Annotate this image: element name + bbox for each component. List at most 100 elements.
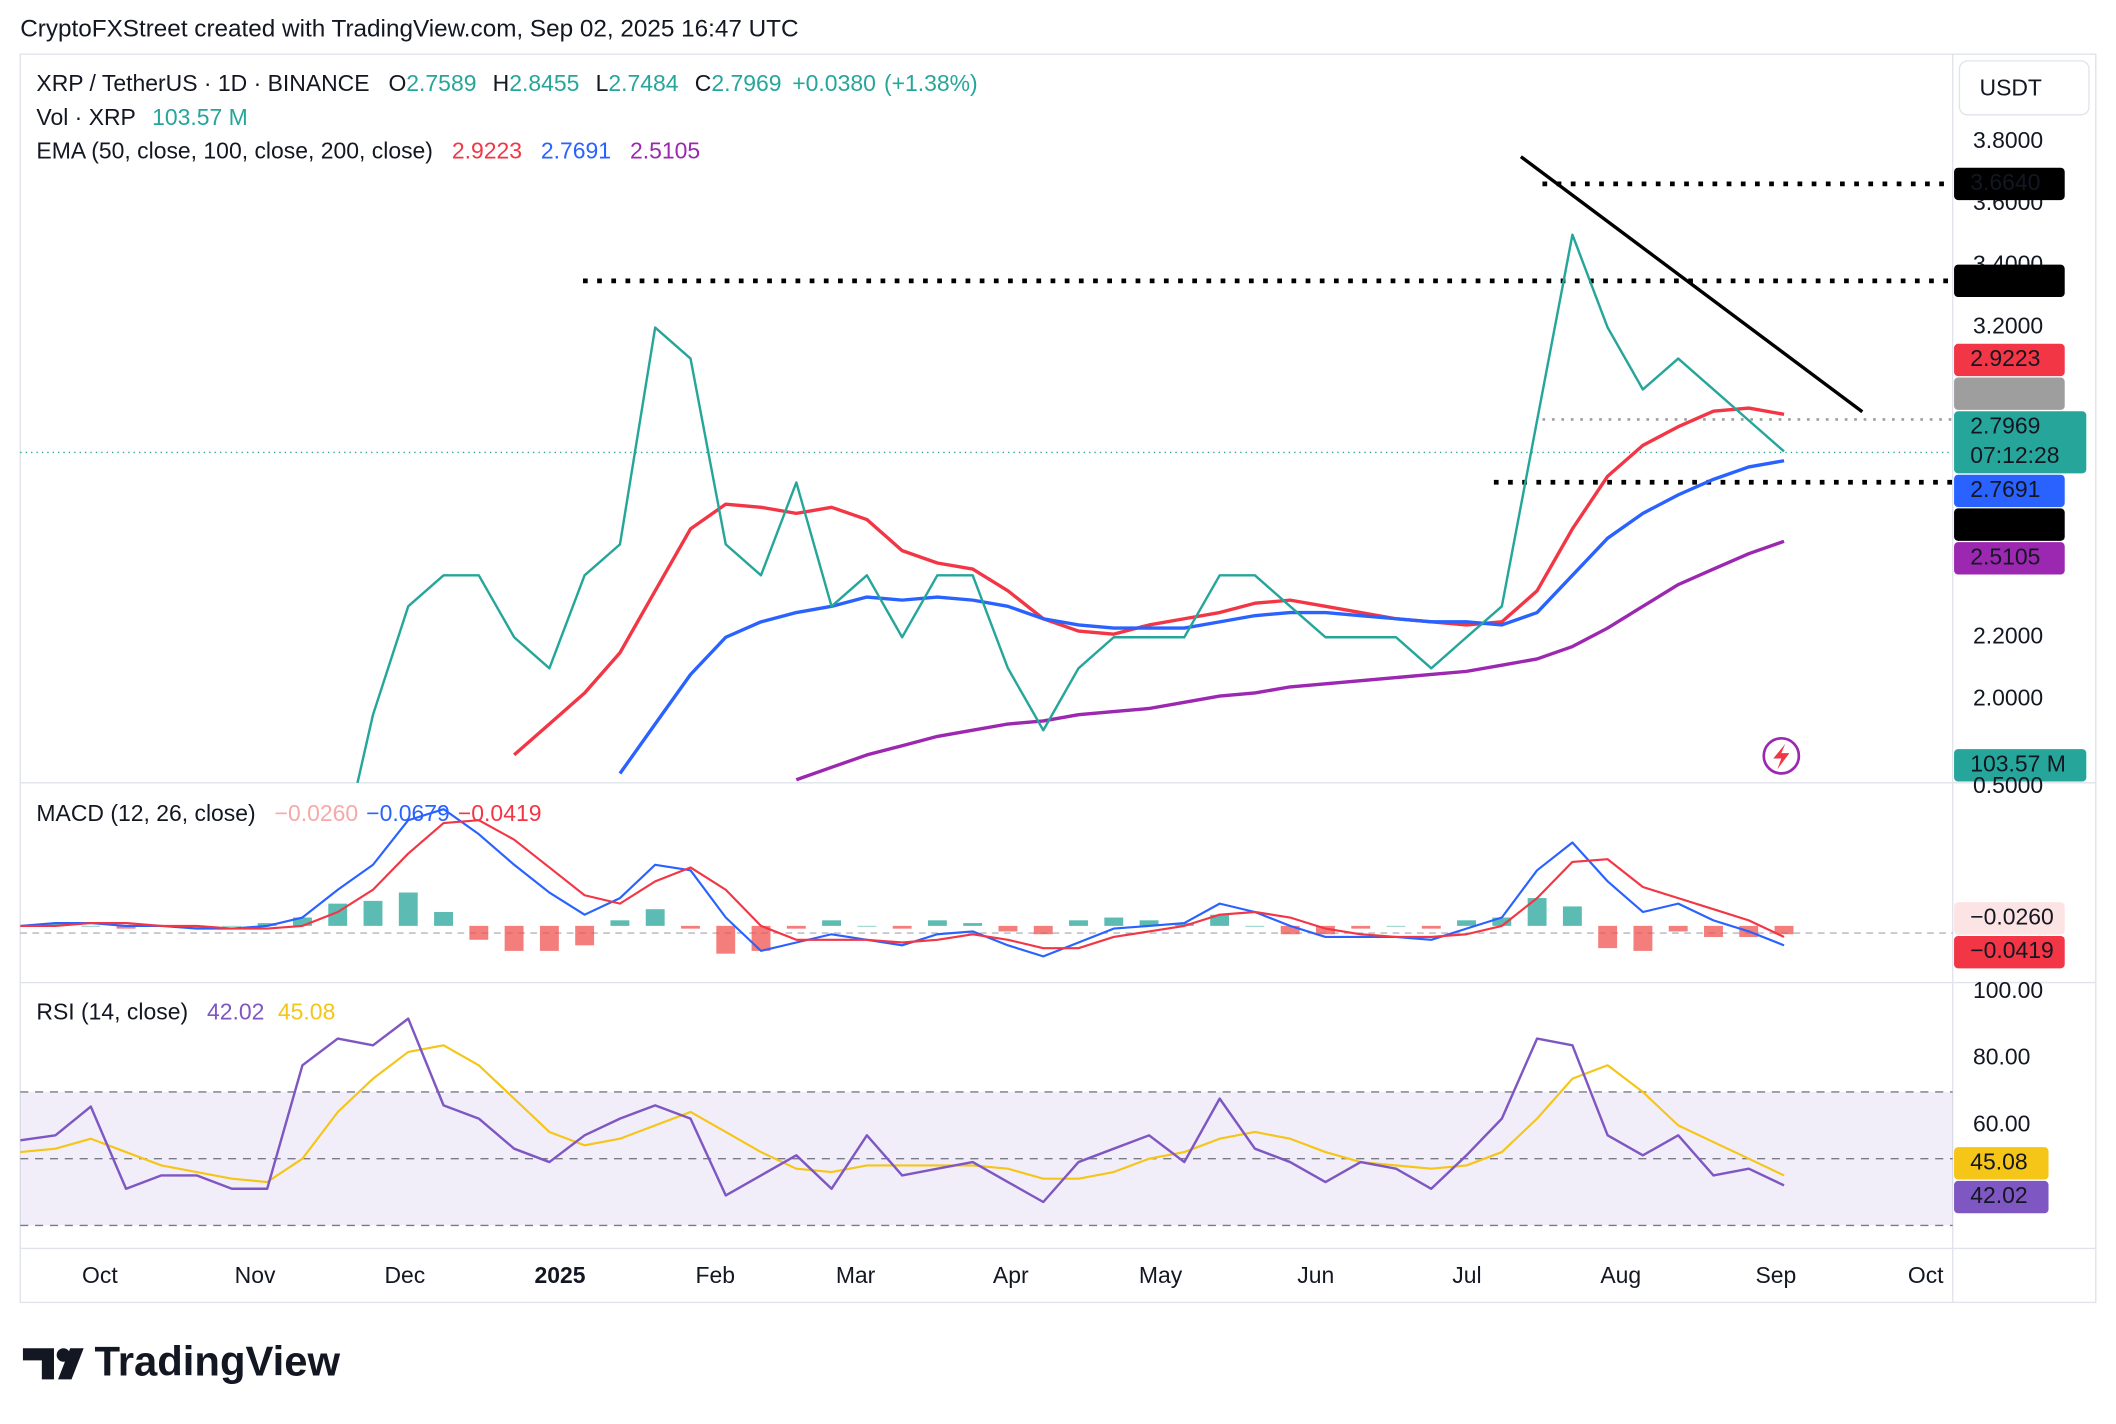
macd-histogram-bar (1104, 917, 1124, 926)
ema-value: 2.7691 (541, 138, 611, 164)
price-label: 42.02 (1970, 1182, 2027, 1208)
rsi-ma-line (20, 1044, 1785, 1184)
x-tick-label: Jun (1297, 1262, 1334, 1288)
quote-value: 2.7484 (608, 70, 678, 96)
rsi-line (20, 1017, 1785, 1204)
macd-histogram-bar (1562, 906, 1582, 926)
price-label-box (1954, 508, 2065, 541)
macd-histogram-bar (222, 925, 242, 927)
quote-label: O (388, 70, 406, 96)
y-tick-label: 3.8000 (1973, 127, 2043, 153)
price-label: 2.7969 (1970, 413, 2040, 439)
quote-value: 2.7589 (406, 70, 476, 96)
price-label: 2.9223 (1970, 345, 2040, 371)
rsi-ma-value: 45.08 (278, 999, 335, 1025)
macd-histogram-bar (257, 923, 277, 926)
y-tick-label: 100.00 (1973, 977, 2043, 1003)
macd-histogram-bar (610, 920, 630, 926)
chart-frame (19, 53, 2097, 1304)
volume-title: Vol · XRP (36, 104, 135, 130)
brand-logo (22, 1348, 84, 1380)
y-tick-label: 2.2000 (1973, 622, 2043, 648)
macd-histogram-bar (1774, 925, 1794, 935)
macd-histogram-bar (786, 925, 806, 929)
x-tick-label: 2025 (535, 1262, 586, 1288)
lightning-icon[interactable] (1762, 736, 1801, 775)
macd-histogram-bar (716, 925, 736, 954)
price-label-box (1954, 343, 2065, 377)
x-tick-label: Oct (82, 1262, 118, 1288)
price-label: −0.0260 (1970, 904, 2054, 930)
price-label-box (1954, 1180, 2049, 1214)
y-tick-label: 2.0000 (1973, 684, 2043, 710)
x-tick-label: Jul (1452, 1262, 1481, 1288)
legend: Vol · XRP 103.57 M (36, 104, 247, 130)
price-label-box (1954, 411, 2087, 474)
price-label-box (1954, 902, 2065, 935)
price-label: −0.0419 (1970, 937, 2054, 963)
y-tick-label: 80.00 (1973, 1044, 2030, 1070)
x-tick-label: Aug (1600, 1262, 1641, 1288)
y-tick-label: 0.5000 (1973, 772, 2043, 798)
macd-histogram-bar (1492, 917, 1512, 926)
macd-histogram-bar (293, 917, 312, 926)
macd-histogram-bar (469, 925, 489, 940)
price-label-box (1954, 542, 2065, 575)
volume-value: 103.57 M (152, 104, 248, 130)
x-tick-label: Nov (235, 1262, 276, 1288)
macd-histogram-bar (1704, 925, 1723, 937)
price-label-box (1954, 264, 2065, 298)
price-label: 45.08 (1970, 1148, 2027, 1174)
ema-value: 2.9223 (452, 138, 522, 164)
price-label-box (1954, 935, 2065, 969)
legend: MACD (12, 26, close) −0.0260 −0.0679 −0.041… (36, 800, 541, 826)
x-tick-label: Dec (384, 1262, 425, 1288)
legend: XRP / TetherUS · 1D · BINANCE O2.7589 H2.8… (36, 70, 977, 96)
price-label-box (1954, 377, 2065, 410)
x-tick-label: Mar (836, 1262, 876, 1288)
ema-value: 2.5105 (630, 138, 700, 164)
macd-histogram-bar (434, 911, 453, 926)
macd-histogram-bar (822, 920, 842, 926)
y-tick-label: 3.2000 (1973, 313, 2043, 339)
macd-histogram-bar (963, 923, 983, 926)
macd-histogram-bar (1633, 925, 1653, 951)
macd-histogram-bar (363, 900, 383, 926)
macd-histogram-bar (892, 925, 912, 929)
price-label-box (1954, 474, 2065, 508)
macd-histogram-bar (1033, 925, 1053, 935)
macd-histogram-bar (1139, 920, 1159, 926)
macd-histogram-bar (1210, 914, 1230, 926)
macd-histogram-bar (645, 909, 665, 926)
macd-histogram-bar (751, 925, 771, 951)
price-label-box (1954, 167, 2065, 201)
macd-histogram-bar (1280, 925, 1300, 935)
signal-value: −0.0419 (458, 800, 542, 826)
macd-histogram-bar (1245, 925, 1265, 927)
quote-label: C (695, 70, 712, 96)
quote-value: 2.7969 (711, 70, 781, 96)
currency-button[interactable] (1958, 60, 2090, 116)
currency: USDT (1980, 74, 2042, 100)
macd-histogram-bar (398, 892, 418, 926)
macd-histogram-bar (927, 920, 947, 926)
macd-histogram-bar (187, 925, 207, 929)
price-label: 2.5105 (1970, 543, 2040, 569)
macd-histogram-bar (1527, 898, 1547, 926)
brand: TradingView (94, 1338, 340, 1385)
x-tick-label: May (1139, 1262, 1183, 1288)
rsi-value: 42.02 (207, 999, 264, 1025)
legend: EMA (50, close, 100, close, 200, close) 2… (36, 138, 700, 164)
macd-value: −0.0679 (366, 800, 450, 826)
macd-histogram-bar (1457, 920, 1476, 926)
signal-line (20, 819, 1785, 950)
countdown: 07:12:28 (1970, 442, 2059, 468)
macd-histogram-bar (539, 925, 559, 951)
quote-label: L (596, 70, 609, 96)
ema-title: EMA (50, close, 100, close, 200, close) (36, 138, 433, 164)
x-tick-label: Apr (993, 1262, 1029, 1288)
macd-histogram-bar (81, 925, 101, 927)
